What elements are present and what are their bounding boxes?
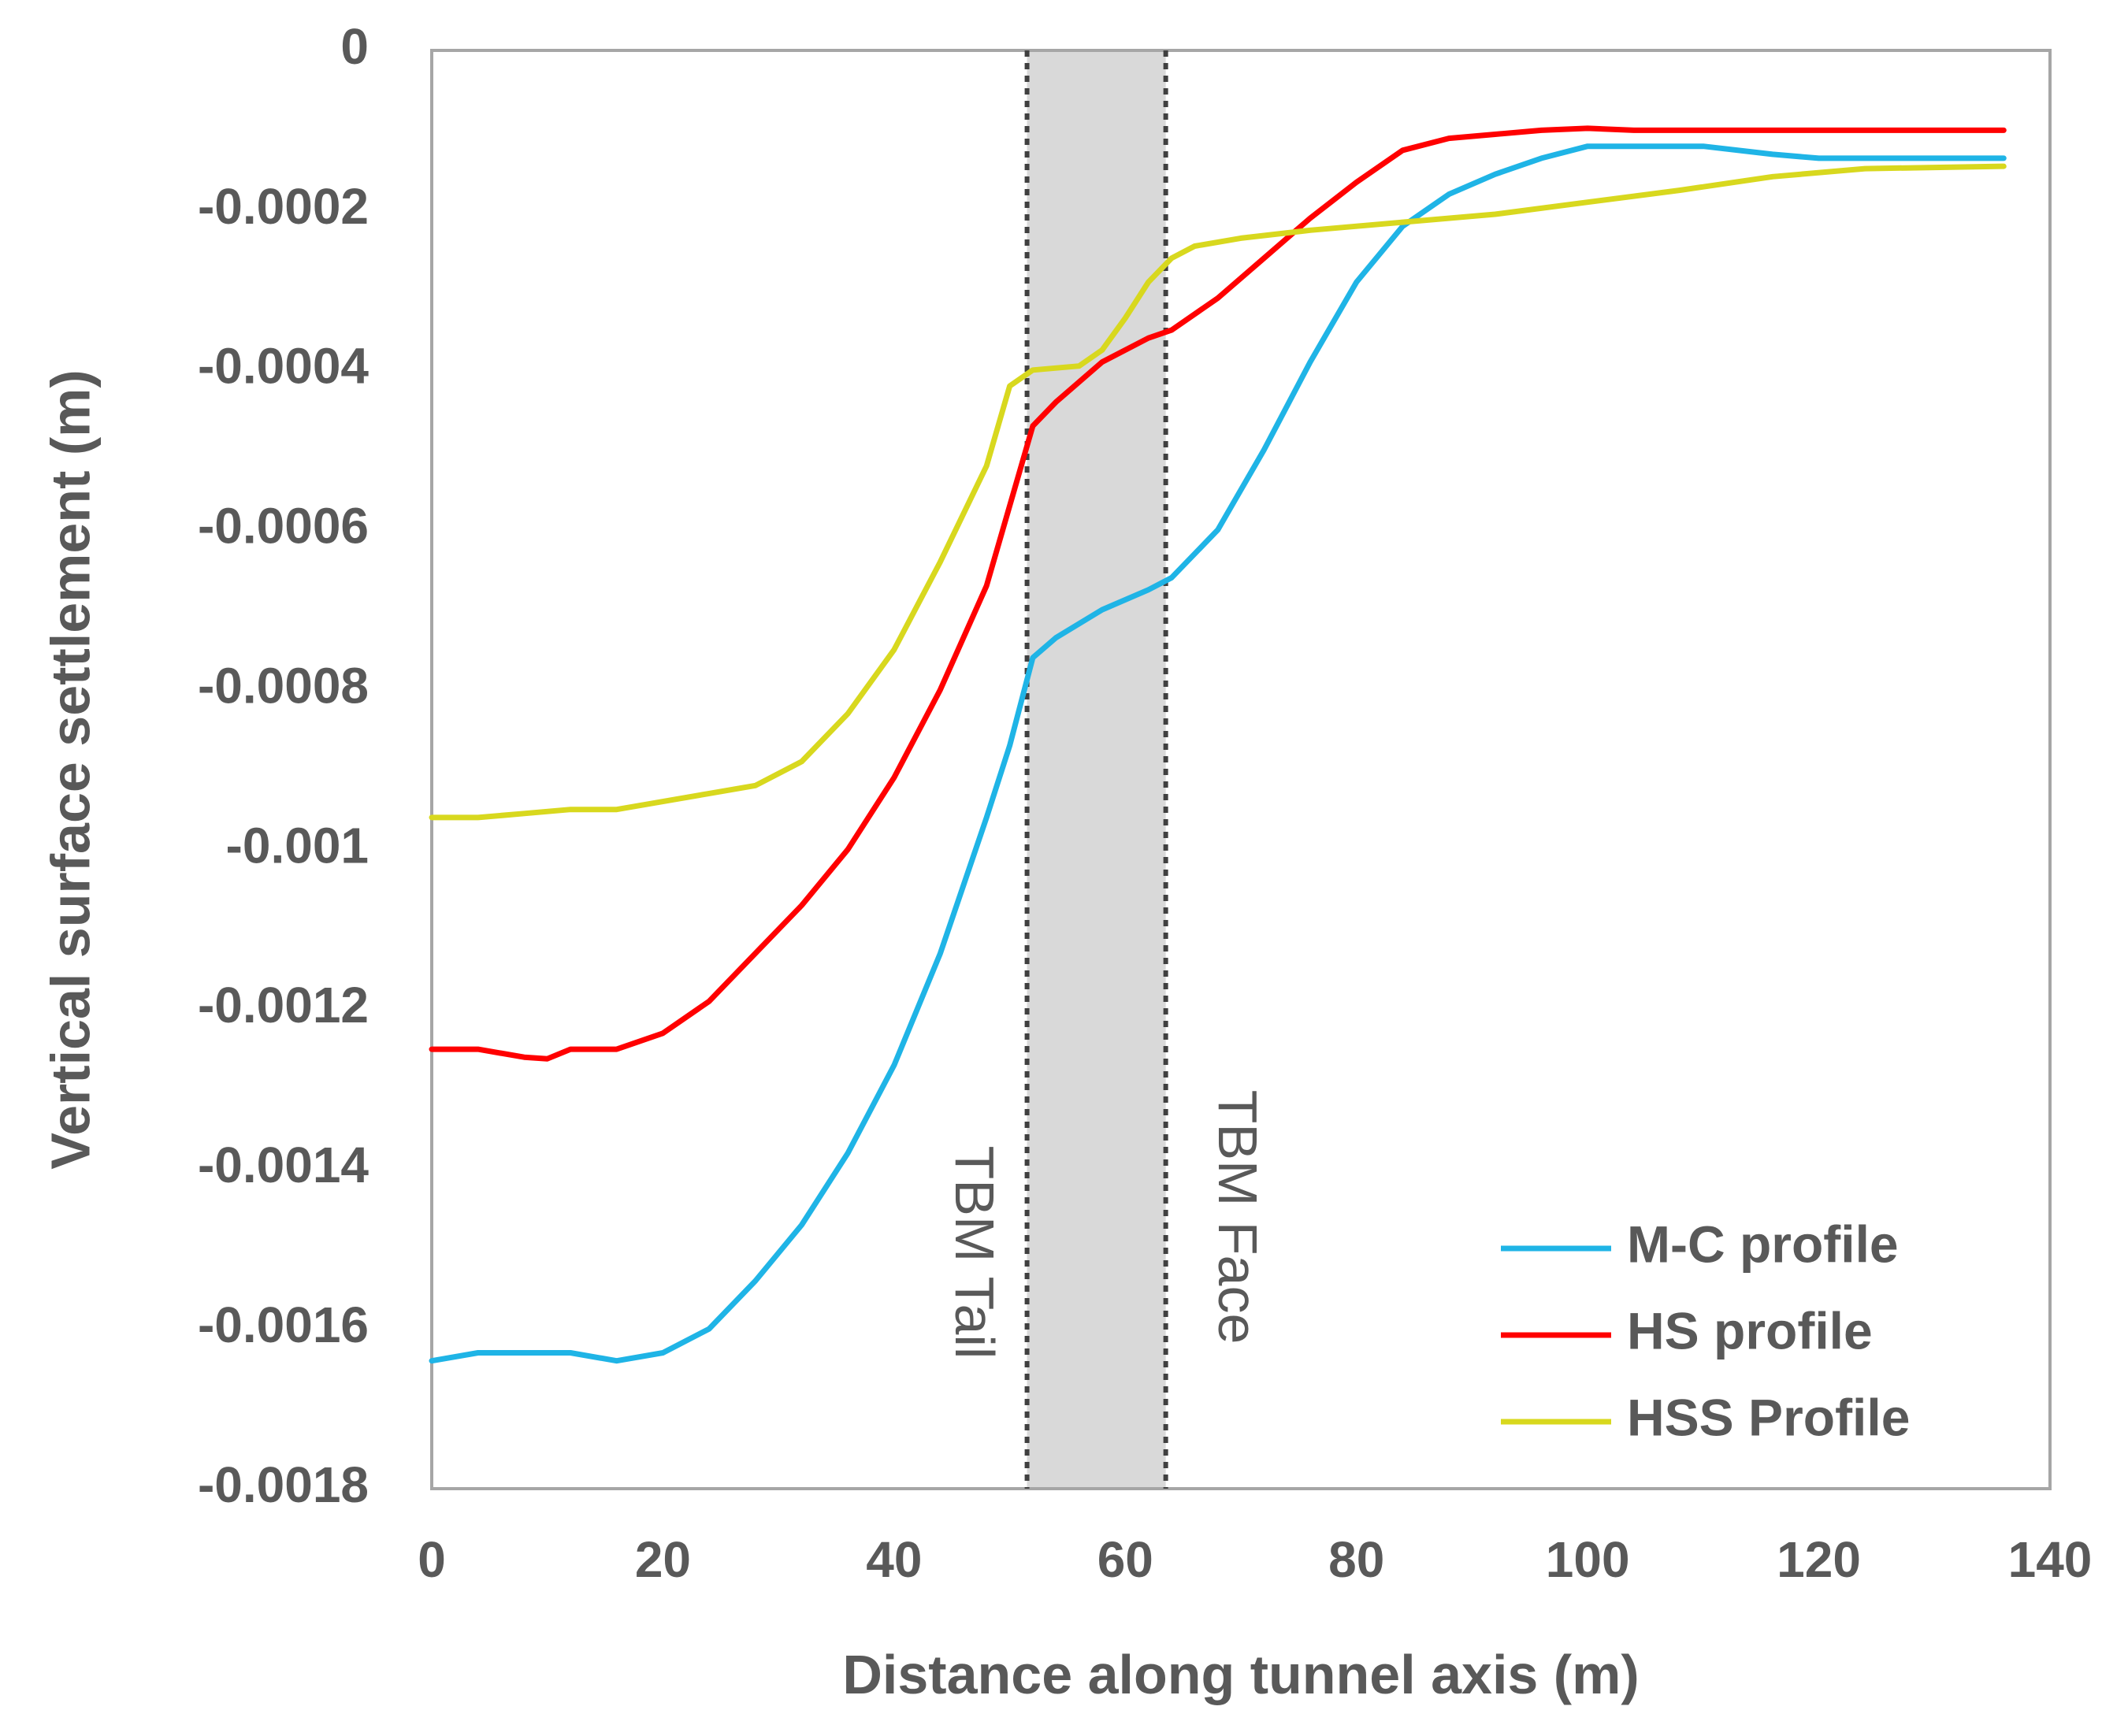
tbm-face-label: TBM Face <box>1207 1090 1268 1345</box>
y-tick-label: 0 <box>340 18 369 75</box>
tbm-tail-label: TBM Tail <box>944 1146 1005 1359</box>
legend-label-hss-profile: HSS Profile <box>1627 1388 1910 1446</box>
y-tick-label: -0.0012 <box>198 977 369 1033</box>
y-tick-label: -0.0006 <box>198 498 369 555</box>
x-tick-label: 40 <box>866 1531 922 1588</box>
legend: M-C profile HS profile HSS Profile <box>1501 1215 1910 1446</box>
plot-frame <box>430 49 2052 1490</box>
legend-label-m-c-profile: M-C profile <box>1627 1215 1899 1273</box>
x-tick-label: 60 <box>1097 1531 1153 1588</box>
x-tick-label: 100 <box>1546 1531 1630 1588</box>
legend-label-hs-profile: HS profile <box>1627 1301 1873 1359</box>
series-line-hss-profile <box>429 163 2007 821</box>
series-line-hs-profile <box>429 125 2007 1062</box>
y-tick-label: -0.001 <box>226 817 369 874</box>
x-tick-label: 20 <box>635 1531 691 1588</box>
y-tick-label: -0.0002 <box>198 178 369 235</box>
y-tick-label: -0.0008 <box>198 657 369 714</box>
series-line-m-c-profile <box>429 143 2007 1364</box>
x-tick-label: 120 <box>1777 1531 1861 1588</box>
y-tick-label: -0.0018 <box>198 1456 369 1513</box>
tbm-shaded-region <box>1027 50 1166 1489</box>
x-tick-label: 0 <box>418 1531 446 1588</box>
y-tick-label: -0.0016 <box>198 1296 369 1353</box>
y-tick-label: -0.0004 <box>198 338 369 395</box>
y-tick-label: -0.0014 <box>198 1137 369 1193</box>
x-tick-label: 80 <box>1328 1531 1384 1588</box>
x-axis-title: Distance along tunnel axis (m) <box>842 1644 1639 1705</box>
y-axis-title: Vertical surface settlement (m) <box>39 369 101 1169</box>
x-tick-label: 140 <box>2008 1531 2093 1588</box>
